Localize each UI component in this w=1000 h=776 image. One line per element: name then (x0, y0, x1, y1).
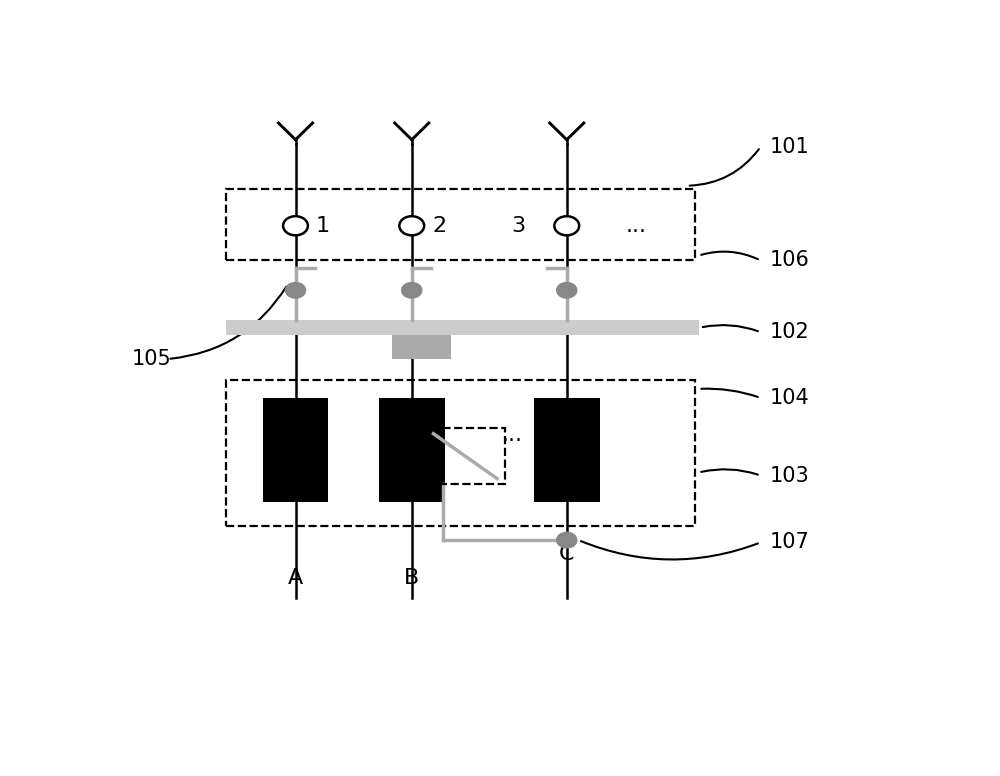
Circle shape (285, 282, 306, 298)
Bar (427, 428, 505, 484)
Text: 105: 105 (131, 349, 171, 369)
Circle shape (557, 532, 577, 548)
Bar (392, 335, 450, 359)
Circle shape (557, 282, 577, 298)
Bar (534, 398, 600, 502)
Text: 102: 102 (770, 322, 810, 342)
Circle shape (399, 217, 424, 235)
Text: ...: ... (502, 425, 523, 445)
Text: 3: 3 (512, 216, 526, 236)
Text: 103: 103 (770, 466, 810, 486)
Bar (263, 398, 328, 502)
Text: 2: 2 (432, 216, 446, 236)
Text: ...: ... (626, 216, 647, 236)
Circle shape (554, 217, 579, 235)
Text: 104: 104 (770, 388, 810, 408)
Text: 107: 107 (770, 532, 810, 553)
Text: 1: 1 (316, 216, 330, 236)
Text: 106: 106 (770, 251, 810, 270)
Circle shape (283, 217, 308, 235)
Text: A: A (288, 568, 303, 588)
Text: C: C (559, 545, 574, 564)
Bar (226, 320, 698, 335)
Bar (379, 398, 445, 502)
Text: B: B (404, 568, 419, 588)
Text: 101: 101 (770, 137, 810, 157)
Bar (226, 189, 695, 261)
Bar (226, 380, 695, 526)
Circle shape (402, 282, 422, 298)
